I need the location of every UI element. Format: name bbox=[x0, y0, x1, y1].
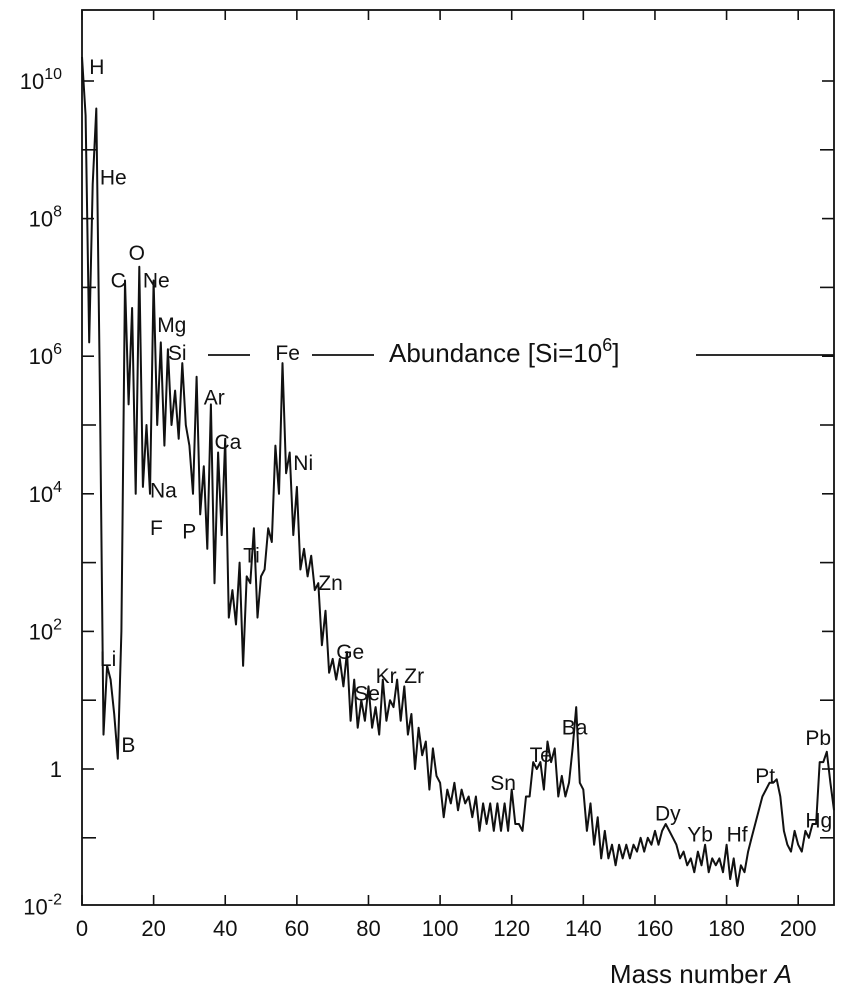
x-tick-label: 20 bbox=[141, 916, 165, 941]
element-label-ba: Ba bbox=[562, 717, 588, 740]
element-label-mg: Mg bbox=[157, 314, 186, 337]
element-label-c: C bbox=[111, 270, 126, 293]
x-tick-label: 200 bbox=[780, 916, 817, 941]
element-label-zn: Zn bbox=[318, 572, 343, 595]
element-label-ni: Ni bbox=[293, 452, 313, 475]
element-label-ar: Ar bbox=[204, 387, 225, 410]
element-label-sn: Sn bbox=[490, 772, 516, 795]
element-label-h: H bbox=[89, 56, 104, 79]
element-label-o: O bbox=[129, 242, 145, 265]
x-axis-title: Mass number A bbox=[610, 959, 792, 989]
y-tick-label: 106 bbox=[29, 341, 62, 369]
element-label-ge: Ge bbox=[336, 641, 364, 664]
x-tick-label: 80 bbox=[356, 916, 380, 941]
y-tick-label: 10-2 bbox=[23, 892, 62, 920]
element-label-b: B bbox=[121, 734, 135, 757]
element-label-si: Si bbox=[168, 342, 187, 365]
abundance-series-line bbox=[81, 56, 835, 887]
element-label-se: Se bbox=[354, 682, 380, 705]
element-label-pb: Pb bbox=[805, 727, 831, 750]
element-label-li: Li bbox=[100, 648, 116, 671]
x-tick-label: 140 bbox=[565, 916, 602, 941]
element-label-dy: Dy bbox=[655, 803, 681, 826]
element-label-zr: Zr bbox=[404, 665, 424, 688]
x-tick-label: 60 bbox=[285, 916, 309, 941]
element-labels: H He CO Ne Mg Si Fe Ar Ca Ni Na F P Ti Zn Li Ge Kr Zr Se B Ba… bbox=[89, 56, 832, 846]
element-label-he: He bbox=[100, 166, 127, 189]
element-label-fe: Fe bbox=[275, 342, 300, 365]
x-tick-label: 40 bbox=[213, 916, 237, 941]
element-label-p: P bbox=[182, 521, 196, 544]
element-label-hg: Hg bbox=[805, 810, 832, 833]
x-tick-label: 180 bbox=[708, 916, 745, 941]
element-label-yb: Yb bbox=[687, 823, 713, 846]
element-label-hf: Hf bbox=[727, 823, 748, 846]
x-axis-ticks: 0 20 40 60 80 100 120 140 160 180 200 bbox=[76, 10, 817, 941]
y-tick-label: 1010 bbox=[20, 66, 62, 94]
x-tick-label: 100 bbox=[422, 916, 459, 941]
element-label-na: Na bbox=[150, 479, 177, 502]
element-label-pt: Pt bbox=[755, 765, 775, 788]
y-tick-label: 1 bbox=[50, 757, 62, 782]
x-tick-label: 0 bbox=[76, 916, 88, 941]
y-tick-label: 104 bbox=[29, 479, 62, 507]
element-label-te: Te bbox=[530, 744, 552, 767]
element-label-f: F bbox=[150, 517, 163, 540]
element-label-ca: Ca bbox=[215, 431, 242, 454]
abundance-annotation: Abundance [Si=106] bbox=[389, 335, 619, 368]
element-label-ti: Ti bbox=[243, 545, 260, 568]
x-tick-label: 160 bbox=[637, 916, 674, 941]
element-label-kr: Kr bbox=[376, 665, 397, 688]
y-axis-ticks: 10-2 1 102 104 106 108 1010 bbox=[20, 66, 834, 920]
y-tick-label: 108 bbox=[29, 204, 62, 232]
x-tick-label: 120 bbox=[493, 916, 530, 941]
element-label-ne: Ne bbox=[143, 270, 170, 293]
plot-frame bbox=[81, 9, 835, 906]
y-tick-label: 102 bbox=[29, 616, 62, 644]
